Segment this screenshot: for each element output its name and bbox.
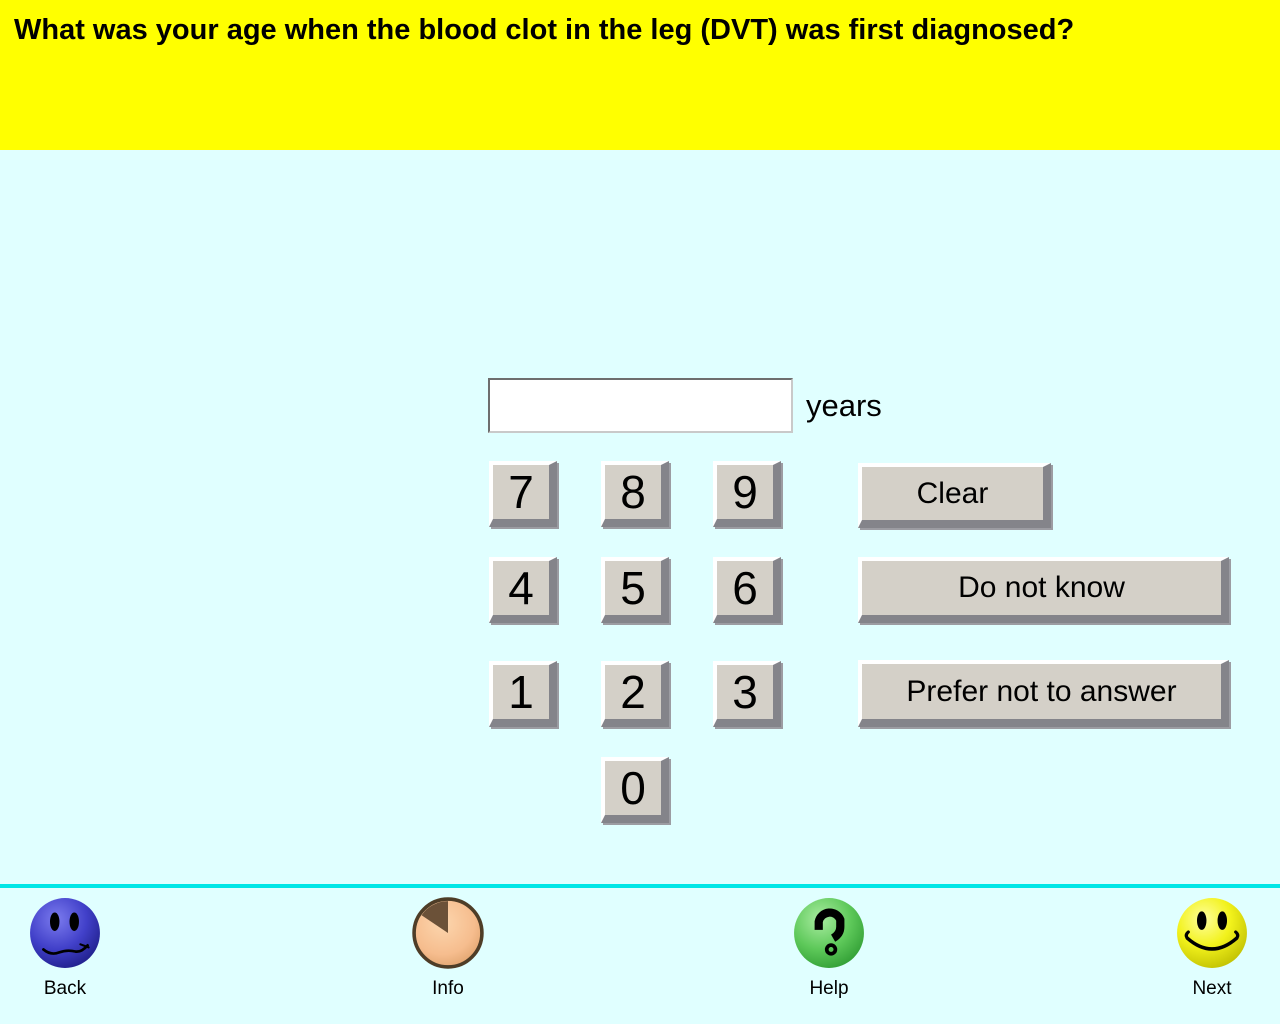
keypad-8[interactable]: 8 — [601, 461, 669, 527]
age-input[interactable] — [488, 378, 793, 433]
green-question-mark-icon[interactable] — [792, 896, 866, 970]
next-label: Next — [1192, 978, 1232, 999]
do-not-know-button[interactable]: Do not know — [858, 557, 1229, 623]
keypad-6[interactable]: 6 — [713, 557, 781, 623]
clear-button[interactable]: Clear — [858, 463, 1051, 528]
keypad-5[interactable]: 5 — [601, 557, 669, 623]
unit-label: years — [806, 387, 882, 423]
next-button[interactable]: Next — [1142, 896, 1280, 1008]
info-label: Info — [432, 978, 464, 999]
footer-divider — [0, 884, 1280, 888]
question-banner: What was your age when the blood clot in… — [0, 0, 1280, 150]
question-text: What was your age when the blood clot in… — [14, 14, 1075, 46]
help-button[interactable]: Help — [759, 896, 899, 1008]
keypad-3[interactable]: 3 — [713, 661, 781, 727]
keypad-1[interactable]: 1 — [489, 661, 557, 727]
help-label: Help — [809, 978, 849, 999]
back-button[interactable]: Back — [0, 896, 135, 1008]
back-label: Back — [43, 978, 87, 999]
info-button[interactable]: Info — [378, 896, 518, 1008]
keypad-7[interactable]: 7 — [489, 461, 557, 527]
keypad-9[interactable]: 9 — [713, 461, 781, 527]
keypad-0[interactable]: 0 — [601, 757, 669, 823]
pie-clock-icon[interactable] — [411, 896, 485, 970]
blue-frown-face-icon[interactable] — [28, 896, 102, 970]
prefer-not-to-answer-button[interactable]: Prefer not to answer — [858, 660, 1229, 727]
keypad-2[interactable]: 2 — [601, 661, 669, 727]
keypad-4[interactable]: 4 — [489, 557, 557, 623]
yellow-smiley-face-icon[interactable] — [1175, 896, 1249, 970]
